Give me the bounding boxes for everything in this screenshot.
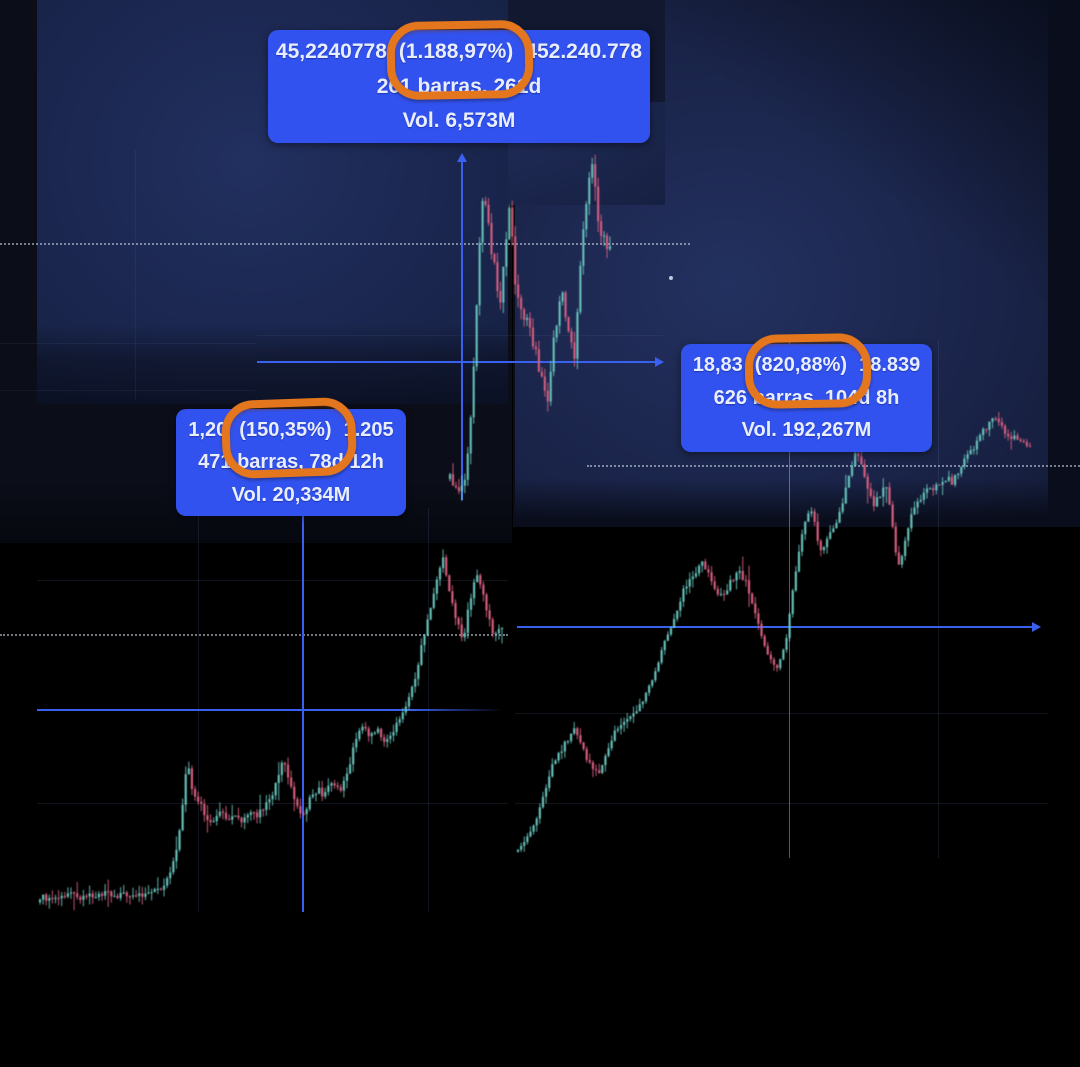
bright-dot (669, 276, 673, 280)
tooltip-right-bars: 626 barras, 104d 8h (713, 386, 900, 409)
tooltip-top-left-value: 45,2240778 (275, 40, 387, 64)
gridline (0, 343, 255, 344)
tooltip-right-percent: (820,88%) (754, 353, 848, 376)
tooltip-left-right-value: 1.205 (343, 418, 394, 441)
measure-baseline-top (0, 243, 690, 245)
gridline (515, 803, 1048, 804)
tooltip-left-percent: (150,35%) (239, 418, 332, 441)
tooltip-top-percent: (1.188,97%) (398, 40, 514, 64)
measure-baseline-left (0, 634, 508, 636)
measure-vertical-arrow-top (457, 153, 467, 500)
tooltip-right-left-value: 18,83 (692, 353, 743, 376)
tooltip-right-volume: Vol. 192,267M (741, 419, 872, 442)
measure-tooltip-right: 18,83 (820,88%) 18.839 626 barras, 104d … (681, 344, 932, 452)
tooltip-top-right-value: 452.240.778 (525, 40, 643, 64)
tooltip-top-bars: 261 barras, 261d (376, 74, 542, 98)
tooltip-top-volume: Vol. 6,573M (402, 108, 516, 132)
measure-horizontal-arrow-top (257, 357, 664, 367)
candlestick-chart-right (516, 412, 1032, 853)
annotation-ring-top (386, 19, 534, 101)
candlestick-chart-left (38, 549, 504, 911)
candlestick-chart-top (448, 154, 612, 501)
gridline (257, 335, 663, 336)
measure-tooltip-top: 45,2240778 (1.188,97%) 452.240.778 261 b… (268, 30, 650, 143)
annotation-ring-left (220, 396, 358, 480)
annotation-ring-right (744, 332, 872, 410)
measure-horizontal-arrow-right (517, 622, 1041, 632)
tooltip-left-volume: Vol. 20,334M (231, 483, 351, 506)
measure-baseline-right (587, 465, 1080, 467)
tooltip-right-right-value: 18.839 (859, 353, 921, 376)
gridline (938, 340, 939, 858)
gridline (135, 150, 136, 400)
gridline (515, 713, 1048, 714)
crosshair-vertical-right (789, 340, 790, 858)
crosshair-horizontal-left (37, 709, 503, 711)
gridline (37, 580, 508, 581)
gridline (0, 390, 255, 391)
measure-tooltip-left: 1,20 (150,35%) 1.205 471 barras, 78d 12h… (176, 409, 406, 516)
tooltip-left-bars: 471 barras, 78d 12h (198, 451, 384, 473)
tooltip-left-left-value: 1,20 (188, 418, 228, 441)
